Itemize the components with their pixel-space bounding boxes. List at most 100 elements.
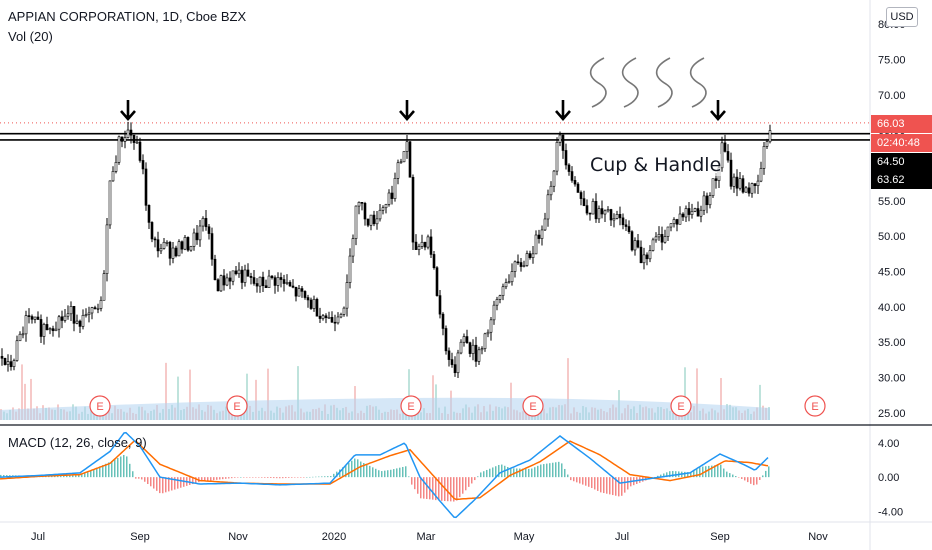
macd-histogram-bar <box>750 477 752 484</box>
macd-histogram-bar <box>567 474 569 478</box>
candle-body <box>93 307 97 309</box>
macd-histogram-bar <box>684 471 686 478</box>
candle-body <box>702 195 706 211</box>
earnings-marker[interactable] <box>522 395 544 417</box>
candle-body <box>735 176 739 189</box>
candle-body <box>540 229 544 239</box>
macd-histogram-bar <box>600 477 602 493</box>
candle-body <box>39 319 43 337</box>
earnings-marker[interactable] <box>89 395 111 417</box>
candle-body <box>384 204 388 209</box>
candle-body <box>279 277 283 280</box>
candle-body <box>750 183 754 194</box>
macd-histogram-bar <box>204 477 206 482</box>
macd-histogram-bar <box>141 477 143 480</box>
earnings-marker-label: E <box>529 401 536 413</box>
candle-body <box>534 234 538 255</box>
candle-body <box>741 178 745 193</box>
macd-histogram-bar <box>330 476 332 478</box>
macd-histogram-bar <box>693 470 695 478</box>
macd-histogram-bar <box>696 468 698 478</box>
macd-histogram-bar <box>627 477 629 490</box>
macd-histogram-bar <box>663 473 665 478</box>
candle-body <box>342 307 346 315</box>
candle-body <box>660 234 664 243</box>
macd-histogram-bar <box>720 464 722 478</box>
volume-indicator-label[interactable]: Vol (20) <box>8 29 53 44</box>
macd-histogram-bar <box>744 477 746 481</box>
down-arrow-icon[interactable] <box>555 100 571 121</box>
earnings-marker[interactable] <box>226 395 248 417</box>
macd-histogram-bar <box>579 477 581 484</box>
candle-body <box>330 317 334 323</box>
macd-indicator-label[interactable]: MACD (12, 26, close, 9) <box>8 435 147 450</box>
candle-body <box>171 247 175 259</box>
candle-body <box>195 232 199 241</box>
macd-histogram-bar <box>609 477 611 495</box>
candle-body <box>453 364 457 374</box>
down-arrow-icon[interactable] <box>120 100 136 121</box>
down-arrow-icon[interactable] <box>710 100 726 121</box>
macd-histogram-bar <box>159 477 161 494</box>
candle-body <box>528 253 532 259</box>
candle-body <box>372 214 376 225</box>
macd-histogram-bar <box>537 465 539 478</box>
macd-histogram-bar <box>312 476 314 478</box>
macd-histogram-bar <box>318 476 320 478</box>
candle-body <box>564 150 568 166</box>
macd-histogram-bar <box>540 464 542 478</box>
candle-body <box>495 299 499 306</box>
candle-body <box>165 241 169 244</box>
macd-histogram-bar <box>453 477 455 502</box>
candle-body <box>228 277 232 282</box>
earnings-marker[interactable] <box>670 395 692 417</box>
earnings-marker[interactable] <box>804 395 826 417</box>
macd-histogram-bar <box>495 466 497 478</box>
candle-body <box>675 219 679 225</box>
candle-body <box>612 218 616 221</box>
candle-body <box>618 214 622 219</box>
down-arrow-icon[interactable] <box>399 100 415 121</box>
pattern-annotation[interactable]: Cup & Handle <box>590 154 722 176</box>
macd-histogram-bar <box>624 477 626 493</box>
candle-body <box>303 291 307 298</box>
candle-body <box>561 134 565 151</box>
macd-histogram-bar <box>528 468 530 478</box>
price-tick-label: 40.00 <box>878 302 906 314</box>
macd-histogram-bar <box>69 475 71 478</box>
candle-body <box>483 333 487 349</box>
candle-body <box>234 270 238 275</box>
macd-histogram-bar <box>222 477 224 480</box>
macd-histogram-bar <box>279 477 281 479</box>
macd-histogram-bar <box>96 467 98 478</box>
currency-badge[interactable]: USD <box>886 7 918 27</box>
macd-histogram-bar <box>420 477 422 499</box>
candle-body <box>399 161 403 164</box>
macd-histogram-bar <box>588 477 590 487</box>
macd-histogram-bar <box>162 477 164 494</box>
macd-histogram-bar <box>702 466 704 478</box>
candle-body <box>720 142 724 169</box>
macd-histogram-bar <box>153 477 155 489</box>
macd-histogram-bar <box>438 477 440 501</box>
candle-body <box>222 275 226 286</box>
candle-body <box>210 233 214 260</box>
candle-body <box>594 201 598 220</box>
squiggle-mark <box>621 57 639 108</box>
macd-histogram-bar <box>246 477 248 478</box>
candle-body <box>513 261 517 272</box>
candle-body <box>156 239 160 252</box>
candle-body <box>621 217 625 226</box>
symbol-title[interactable]: APPIAN CORPORATION, 1D, Cboe BZX <box>8 9 247 24</box>
candle-body <box>435 267 439 296</box>
macd-histogram-bar <box>765 470 767 478</box>
macd-histogram-bar <box>306 477 308 478</box>
earnings-marker[interactable] <box>400 395 422 417</box>
candle-body <box>345 282 349 309</box>
candle-body <box>417 246 421 250</box>
macd-histogram-bar <box>90 470 92 478</box>
candle-body <box>402 151 406 163</box>
candle-body <box>252 277 256 284</box>
candle-body <box>687 208 691 215</box>
